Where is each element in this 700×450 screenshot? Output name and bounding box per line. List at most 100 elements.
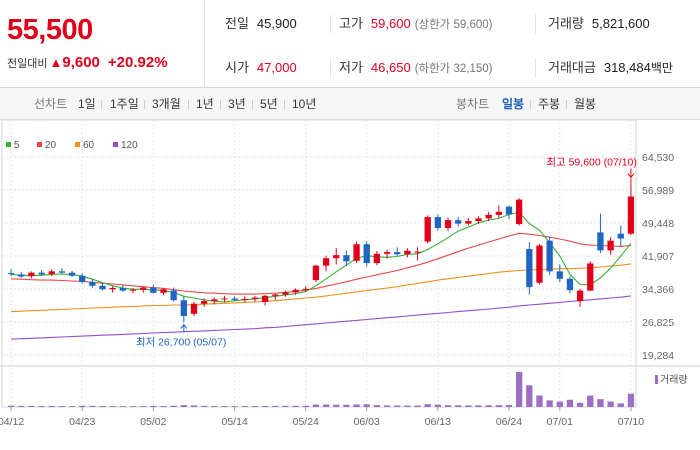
quote-info-grid: 전일 45,900 고가 59,600 (상한가 59,600) 거래량 5,821,6… [205,0,700,88]
candle-body [404,250,411,255]
line-chart-label: 선차트 [34,97,68,111]
volume-value: 5,821,600 [591,16,650,31]
current-price-box: 55,500 전일대비 ▲9,600 +20.92% [0,0,205,88]
legend-label: 60 [83,140,95,151]
volume-bar [546,400,553,407]
period-1w-button[interactable]: 1주일 [110,97,139,111]
legend-label: 5 [14,140,20,151]
period-weekly-button[interactable]: 주봉 [538,97,561,111]
volume-legend-label: 거래량 [660,374,688,386]
candle-body [373,253,381,264]
trade-value-unit: 백만 [650,61,673,75]
volume-bar [129,406,137,407]
candle-body [515,199,523,225]
candle-body [587,263,594,291]
candle-body [160,289,167,293]
volume-bar [79,405,86,407]
x-tick-label: 06/13 [425,416,451,428]
x-tick-label: 07/10 [618,416,644,428]
open-value: 47,000 [256,60,297,75]
candle-body [221,298,228,300]
y-tick-label: 64,530 [642,152,674,164]
volume-bar [536,395,543,407]
divider [284,100,285,109]
period-3m-button[interactable]: 3개월 [152,97,181,111]
volume-bar [455,405,462,407]
period-monthly-button[interactable]: 월봉 [574,97,597,111]
ma120-line [11,295,631,340]
y-tick-label: 26,825 [642,317,674,329]
volume-bar [38,406,45,407]
legend-swatch [113,142,118,147]
volume-bar [424,404,431,407]
candlestick-chart: 5 20 60 120 64,530 56,989 49,448 41,907 34,366 2… [0,119,700,428]
volume-cell: 거래량 5,821,600 [548,2,650,46]
candle-body [68,272,76,276]
divider [144,100,145,109]
candle-body [241,298,248,300]
period-10y-button[interactable]: 10년 [292,97,317,111]
candle-body [363,244,370,264]
volume-bar [68,406,76,407]
candle-body [444,220,452,229]
volume-bar [272,405,279,407]
legend-swatch [6,142,11,147]
candle-body [38,272,45,275]
upper-limit-text: (상한가 59,600) [414,19,493,31]
volume-bar [261,405,269,407]
volume-bar [505,405,513,407]
period-1d-button[interactable]: 1일 [78,97,96,111]
volume-bar [160,406,167,407]
volume-bar [587,395,594,407]
volume-bar [292,405,299,407]
high-value: 59,600 [370,16,411,31]
low-value: 46,650 [370,60,411,75]
period-daily-button[interactable]: 일봉 [502,97,525,111]
period-5y-button[interactable]: 5년 [260,97,278,111]
x-tick-label: 07/01 [547,416,573,428]
max-arrow-head [627,173,635,179]
period-1y-button[interactable]: 1년 [196,97,214,111]
candle-body [150,287,157,293]
candles [7,178,635,323]
volume-bar [89,405,96,407]
volume-bar [373,405,381,407]
volume-bar [607,401,614,407]
candle-body [261,295,269,302]
volume-bar [312,404,320,407]
volume-bar [333,404,340,407]
up-triangle-icon: ▲ [49,55,63,70]
y-axis: 64,530 56,989 49,448 41,907 34,366 26,825 19,2… [642,152,674,362]
candle-body [536,245,543,283]
y-tick-label: 49,448 [642,218,674,230]
volume-bar [221,406,228,407]
volume-bar [140,406,147,407]
candle-body [302,288,309,290]
volume-bar [465,405,472,407]
x-tick-label: 04/23 [69,416,95,428]
candle-body [282,292,289,295]
volume-bar [302,405,309,407]
volume-bar [475,405,482,407]
volume-bar [343,404,350,407]
candle-body [89,281,96,286]
low-cell: 저가 46,650 (하한가 32,150) [339,46,492,90]
candle-body [312,265,320,281]
annotations: 최고 59,600 (07/10) 최저 26,700 (05/07) [136,157,637,349]
candle-body [7,273,15,275]
candle-body [200,301,208,304]
candle-body [211,299,218,302]
candle-body [119,287,127,291]
divider [330,14,331,34]
candle-body [109,287,116,290]
candle-body [556,271,563,279]
period-3y-button[interactable]: 3년 [228,97,246,111]
volume-bar [485,405,492,407]
divider [535,58,536,78]
divider [188,100,189,109]
volume-bar [404,405,411,407]
volume-legend-swatch [655,375,658,384]
candle-body [180,300,187,316]
chart-toolbar: 선차트 1일 1주일 3개월 1년 3년 5년 10년 봉차트 일봉 주봉 월봉 [0,88,700,120]
candle-body [617,233,624,239]
